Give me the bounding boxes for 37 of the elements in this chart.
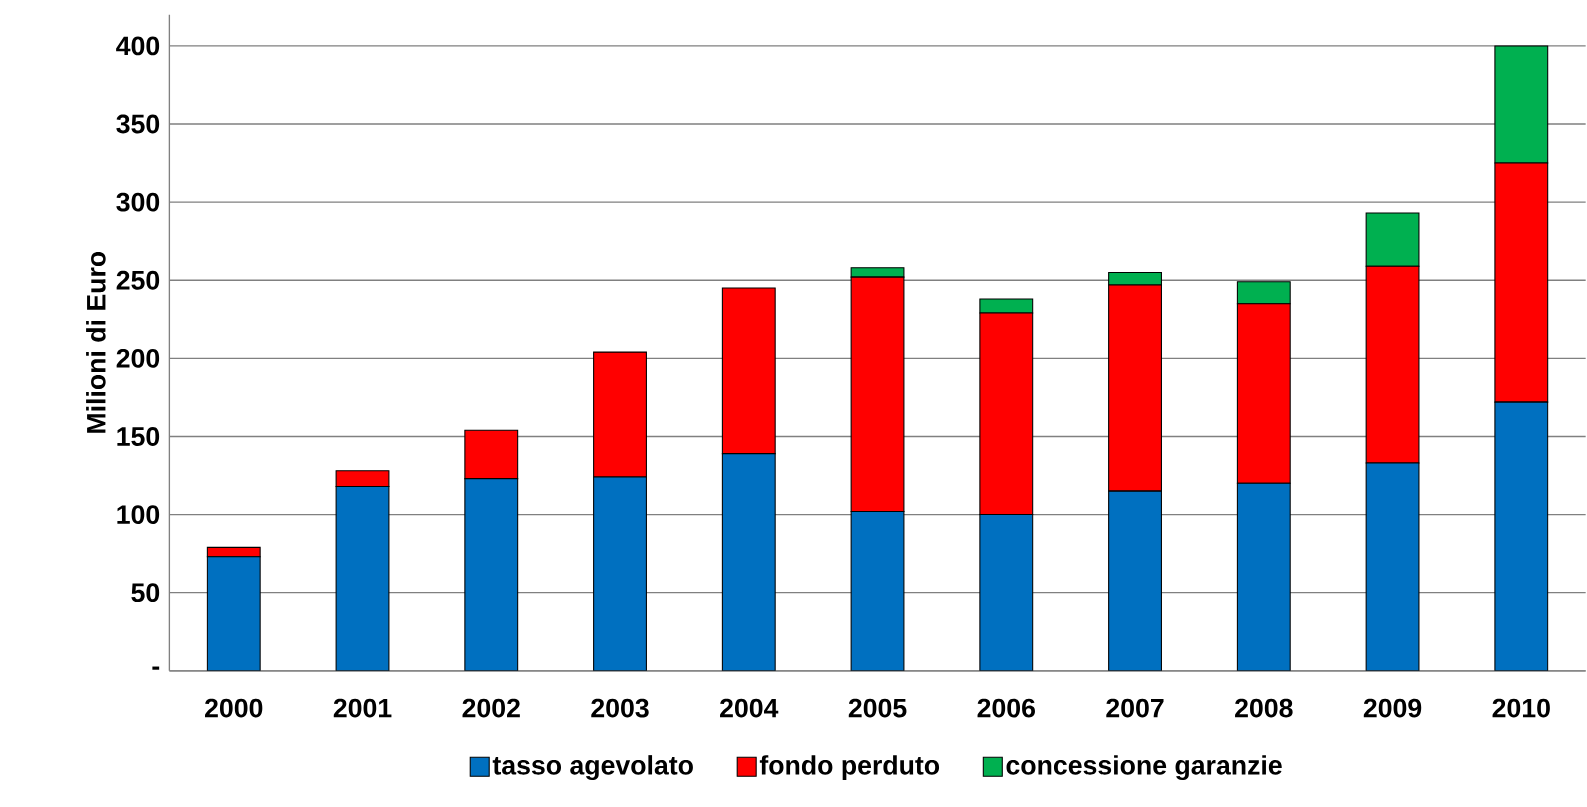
x-tick-label: 2006 [977,698,1035,718]
bar [335,470,390,488]
bar [206,556,261,671]
x-tick-label: 2003 [591,698,649,718]
legend-label: fondo perduto [759,755,940,781]
legend-label: tasso agevolato [492,755,693,781]
bar [1494,401,1549,671]
y-tick-label: 150 [117,427,160,446]
bar [335,485,390,671]
bar [464,429,519,480]
x-tick-label: 2010 [1492,698,1550,718]
x-tick-label: 2000 [205,698,263,718]
bar [721,453,776,671]
x-tick-label: 2008 [1235,698,1293,718]
y-tick-label: 350 [116,114,160,134]
x-tick-label: 2009 [1363,698,1422,718]
bar [850,510,905,671]
x-tick-label: 2005 [848,698,907,718]
bar [593,476,647,671]
y-tick-label: 400 [116,36,160,56]
bar [1108,490,1162,671]
bar [1236,482,1291,671]
y-tick-label: 100 [117,505,160,525]
legend-label: concessione garanzie [1006,755,1282,781]
bar [979,514,1034,671]
bar [1365,462,1420,671]
y-tick-label: 300 [116,192,160,212]
bar [464,478,519,671]
x-tick-label: 2001 [333,698,392,718]
x-tick-label: 2004 [720,698,779,718]
y-tick-label: 50 [131,583,160,603]
y-axis-title: Milioni di Euro [86,251,106,433]
y-tick-label: - [152,666,160,670]
x-tick-label: 2002 [462,698,520,718]
y-tick-label: 200 [116,349,160,368]
y-tick-label: 250 [116,270,160,290]
x-tick-label: 2007 [1106,698,1164,718]
